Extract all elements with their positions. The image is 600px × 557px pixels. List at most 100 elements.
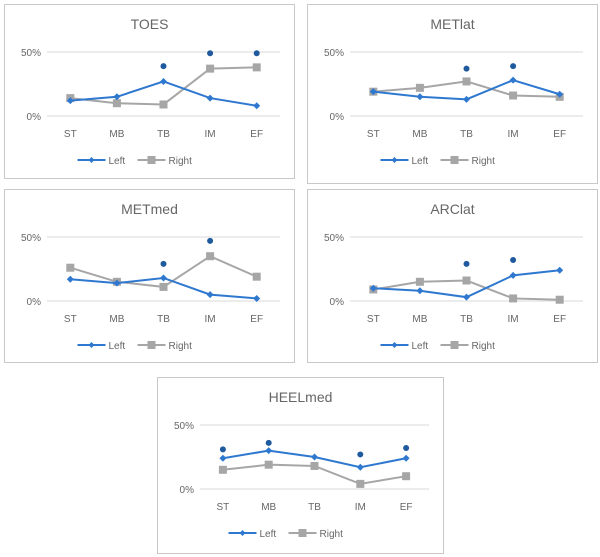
data-point-right <box>66 263 75 272</box>
data-point-left <box>463 95 470 103</box>
y-tick-label: 50% <box>21 48 41 59</box>
x-tick-label: ST <box>217 502 230 513</box>
legend-right-label: Right <box>472 156 496 167</box>
y-tick-label: 0% <box>330 297 345 308</box>
data-point-right <box>509 294 518 303</box>
significance-marker <box>160 63 167 70</box>
data-point-left <box>206 291 214 299</box>
data-point-left <box>253 102 261 110</box>
data-point-right <box>555 295 564 304</box>
x-tick-label: IM <box>205 314 216 325</box>
data-point-right <box>462 77 471 86</box>
data-point-right <box>509 91 518 100</box>
legend-left-marker <box>239 530 246 536</box>
x-tick-label: TB <box>157 129 170 140</box>
data-point-left <box>160 274 167 282</box>
y-tick-label: 0% <box>330 112 345 123</box>
y-tick-label: 50% <box>174 421 194 432</box>
chart-svg: HEELmed 0% 50% ST MB TB IM EF Left Right <box>174 389 429 540</box>
data-point-left <box>219 454 227 462</box>
data-point-left <box>113 93 121 101</box>
legend-left-label: Left <box>260 529 277 540</box>
x-tick-label: EF <box>553 314 566 325</box>
legend-right-label: Right <box>472 341 496 352</box>
x-tick-label: ST <box>64 314 77 325</box>
data-point-right <box>415 277 424 286</box>
data-point-left <box>402 454 410 462</box>
significance-marker <box>463 65 470 72</box>
data-point-right <box>252 63 261 72</box>
x-tick-label: MB <box>412 129 427 140</box>
legend-right-marker <box>298 529 307 537</box>
significance-marker <box>207 237 214 244</box>
x-tick-label: ST <box>367 314 380 325</box>
data-point-left <box>369 88 377 96</box>
data-point-left <box>66 275 74 283</box>
x-tick-label: ST <box>367 129 380 140</box>
data-point-left <box>206 94 214 102</box>
data-point-left <box>369 284 377 292</box>
legend-right-marker <box>450 341 459 349</box>
x-tick-label: IM <box>508 129 519 140</box>
data-point-left <box>509 271 517 279</box>
data-point-right <box>356 479 365 488</box>
legend-right-label: Right <box>169 341 193 352</box>
chart-heelmed: HEELmed 0% 50% ST MB TB IM EF Left Right <box>157 377 444 554</box>
data-point-right <box>159 282 168 291</box>
data-point-right <box>206 64 215 73</box>
x-tick-label: EF <box>553 129 566 140</box>
chart-title: TOES <box>131 16 169 32</box>
data-point-right <box>402 472 411 481</box>
data-point-right <box>206 252 215 261</box>
significance-marker <box>253 50 260 57</box>
data-point-left <box>66 97 74 105</box>
significance-marker <box>463 260 470 267</box>
legend-left-label: Left <box>109 156 126 167</box>
chart-svg: TOES 0% 50% ST MB TB IM EF Left Right <box>21 16 280 167</box>
y-tick-label: 0% <box>27 297 42 308</box>
data-point-left <box>416 287 424 295</box>
significance-marker <box>510 257 517 264</box>
data-point-right <box>218 465 227 474</box>
y-tick-label: 0% <box>180 485 195 496</box>
legend-left-marker <box>391 157 398 163</box>
chart-metmed: METmed 0% 50% ST MB TB IM EF Left Right <box>4 189 295 363</box>
data-point-right <box>252 272 261 281</box>
y-tick-label: 0% <box>27 112 42 123</box>
data-point-right <box>310 461 319 470</box>
x-tick-label: ST <box>64 129 77 140</box>
x-tick-label: TB <box>460 129 473 140</box>
chart-metlat: METlat 0% 50% ST MB TB IM EF Left Right <box>307 4 598 184</box>
data-point-right <box>415 83 424 92</box>
x-tick-label: MB <box>109 314 124 325</box>
legend-left-label: Left <box>109 341 126 352</box>
legend-left-marker <box>88 342 95 348</box>
x-tick-label: EF <box>400 502 413 513</box>
significance-marker <box>403 445 410 452</box>
data-point-right <box>462 276 471 285</box>
x-tick-label: IM <box>508 314 519 325</box>
legend-left-marker <box>391 342 398 348</box>
x-tick-label: MB <box>261 502 276 513</box>
x-tick-label: IM <box>205 129 216 140</box>
data-point-right <box>159 100 168 109</box>
data-point-right <box>112 99 121 108</box>
legend-right-marker <box>147 156 156 164</box>
data-point-left <box>160 77 167 85</box>
x-tick-label: EF <box>250 129 263 140</box>
x-tick-label: MB <box>412 314 427 325</box>
x-tick-label: MB <box>109 129 124 140</box>
significance-marker <box>160 260 167 267</box>
x-tick-label: TB <box>308 502 321 513</box>
chart-title: METmed <box>121 201 178 217</box>
y-tick-label: 50% <box>21 233 41 244</box>
legend-right-marker <box>450 156 459 164</box>
x-tick-label: TB <box>460 314 473 325</box>
x-tick-label: IM <box>355 502 366 513</box>
data-point-left <box>556 90 564 98</box>
chart-svg: METmed 0% 50% ST MB TB IM EF Left Right <box>21 201 280 352</box>
significance-marker <box>510 63 517 70</box>
legend-right-marker <box>147 341 156 349</box>
data-point-left <box>356 463 364 471</box>
chart-toes: TOES 0% 50% ST MB TB IM EF Left Right <box>4 4 295 179</box>
